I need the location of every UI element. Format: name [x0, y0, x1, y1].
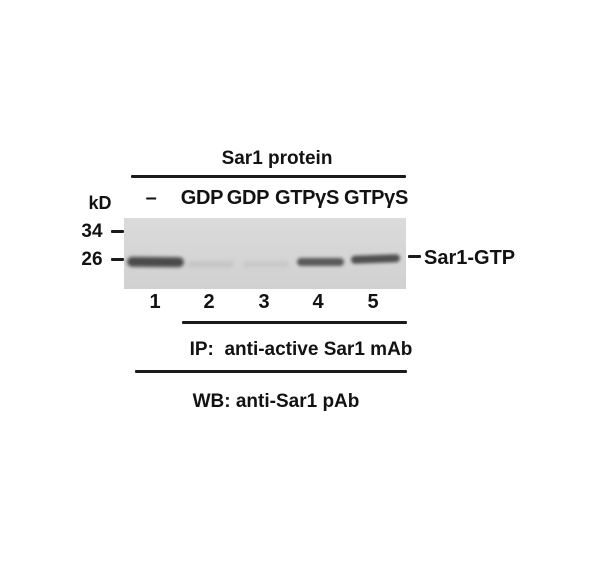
ip-bracket-line: [182, 321, 407, 324]
mw-marker-26: 26: [81, 249, 103, 270]
band-annotation: Sar1-GTP: [424, 247, 516, 269]
lane-number-5: 5: [367, 291, 379, 313]
band-lane-5: [350, 254, 401, 264]
band-lane-2: [187, 262, 234, 267]
band-lane-4: [297, 258, 344, 266]
lane-condition-3: GDP: [226, 187, 270, 209]
figure-title: Sar1 protein: [221, 148, 333, 169]
lane-condition-2: GDP: [180, 187, 224, 209]
lane-condition-4: GTPγS: [274, 187, 340, 209]
lane-condition-1: –: [145, 187, 157, 209]
band-lane-3: [243, 262, 289, 267]
band-pointer-dash: [408, 255, 421, 258]
mw-tick-34: [111, 230, 124, 233]
wb-caption: WB: anti-Sar1 pAb: [192, 391, 360, 412]
wb-bracket-line: [135, 370, 407, 373]
lane-number-3: 3: [258, 291, 270, 313]
band-lane-1: [126, 256, 185, 268]
lane-condition-5: GTPγS: [343, 187, 409, 209]
lane-number-4: 4: [312, 291, 324, 313]
blot-membrane: [124, 218, 406, 289]
ip-caption: IP: anti-active Sar1 mAb: [189, 339, 413, 360]
lane-number-1: 1: [149, 291, 161, 313]
title-underline: [131, 175, 406, 178]
mw-tick-26: [111, 258, 124, 261]
mw-unit-label: kD: [88, 193, 112, 213]
lane-number-2: 2: [203, 291, 215, 313]
mw-marker-34: 34: [81, 221, 103, 242]
